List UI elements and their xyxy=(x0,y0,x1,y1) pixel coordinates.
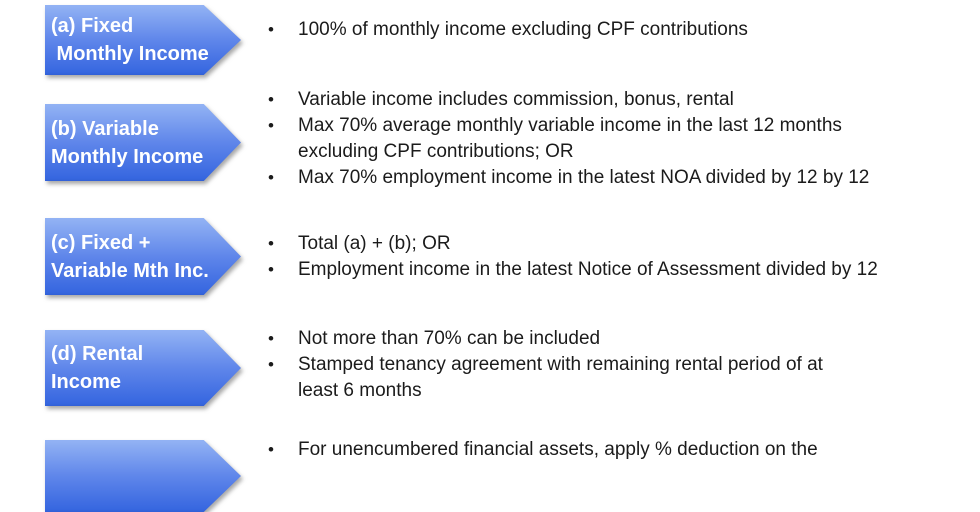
bullet-text: Stamped tenancy agreement with remaining… xyxy=(298,354,823,401)
arrow-a-label-line1: (a) Fixed xyxy=(51,15,134,37)
bullet-marker: • xyxy=(268,440,274,459)
bullet-marker: • xyxy=(268,20,274,39)
arrow-d-label-line2: Income xyxy=(51,371,122,393)
bullet-marker: • xyxy=(268,90,274,109)
bullet-item: • Max 70% average monthly variable incom… xyxy=(258,113,963,165)
arrow-c-label-line2: Variable Mth Inc. xyxy=(51,259,209,282)
arrow-shape xyxy=(45,440,241,512)
arrow-d-label-line1: (d) Rental xyxy=(51,343,144,365)
bullet-list-c: • Total (a) + (b); OR • Employment incom… xyxy=(258,231,963,283)
bullet-marker: • xyxy=(268,116,274,135)
bullet-marker: • xyxy=(268,168,274,187)
bullet-item: • Stamped tenancy agreement with remaini… xyxy=(258,352,963,404)
income-type-arrow-a: (a) Fixed Monthly Income xyxy=(45,5,241,75)
bullet-text: Max 70% average monthly variable income … xyxy=(298,115,842,162)
bullet-item: • 100% of monthly income excluding CPF c… xyxy=(258,17,963,43)
income-type-arrow-d: (d) Rental Income xyxy=(45,330,241,406)
bullet-text: Not more than 70% can be included xyxy=(298,328,601,349)
bullet-list-a: • 100% of monthly income excluding CPF c… xyxy=(258,17,963,43)
bullet-list-b: • Variable income includes commission, b… xyxy=(258,87,963,191)
slide-canvas: (a) Fixed Monthly Income • 100% of month… xyxy=(45,5,963,512)
arrow-shape: (c) Fixed + Variable Mth Inc. xyxy=(45,218,241,295)
arrow-shape: (a) Fixed Monthly Income xyxy=(45,5,241,75)
bullet-text: For unencumbered financial assets, apply… xyxy=(298,439,818,460)
income-type-arrow-c: (c) Fixed + Variable Mth Inc. xyxy=(45,218,241,295)
bullet-item: • Employment income in the latest Notice… xyxy=(258,257,963,283)
arrow-a-label-line2: Monthly Income xyxy=(51,43,209,65)
bullet-text: Total (a) + (b); OR xyxy=(298,233,451,254)
arrow-shape: (d) Rental Income xyxy=(45,330,241,406)
arrow-b-label-line2: Monthly Income xyxy=(51,145,204,168)
income-type-arrow-e xyxy=(45,440,241,512)
arrow-shape: (b) Variable Monthly Income xyxy=(45,104,241,181)
bullet-marker: • xyxy=(268,234,274,253)
income-type-arrow-b: (b) Variable Monthly Income xyxy=(45,104,241,181)
bullet-item: • Not more than 70% can be included xyxy=(258,326,963,352)
bullet-text: 100% of monthly income excluding CPF con… xyxy=(298,19,748,40)
bullet-item: • For unencumbered financial assets, app… xyxy=(258,437,963,463)
bullet-item: • Variable income includes commission, b… xyxy=(258,87,963,113)
arrow-b-label-line1: (b) Variable xyxy=(51,117,159,140)
arrow-c-label-line1: (c) Fixed + xyxy=(51,231,151,254)
bullet-item: • Max 70% employment income in the lates… xyxy=(258,165,963,191)
bullet-marker: • xyxy=(268,329,274,348)
bullet-list-d: • Not more than 70% can be included • St… xyxy=(258,326,963,404)
bullet-text: Max 70% employment income in the latest … xyxy=(298,167,870,188)
bullet-marker: • xyxy=(268,260,274,279)
bullet-marker: • xyxy=(268,355,274,374)
bullet-text: Variable income includes commission, bon… xyxy=(298,89,734,110)
bullet-item: • Total (a) + (b); OR xyxy=(258,231,963,257)
bullet-text: Employment income in the latest Notice o… xyxy=(298,259,878,280)
bullet-list-e: • For unencumbered financial assets, app… xyxy=(258,437,963,463)
